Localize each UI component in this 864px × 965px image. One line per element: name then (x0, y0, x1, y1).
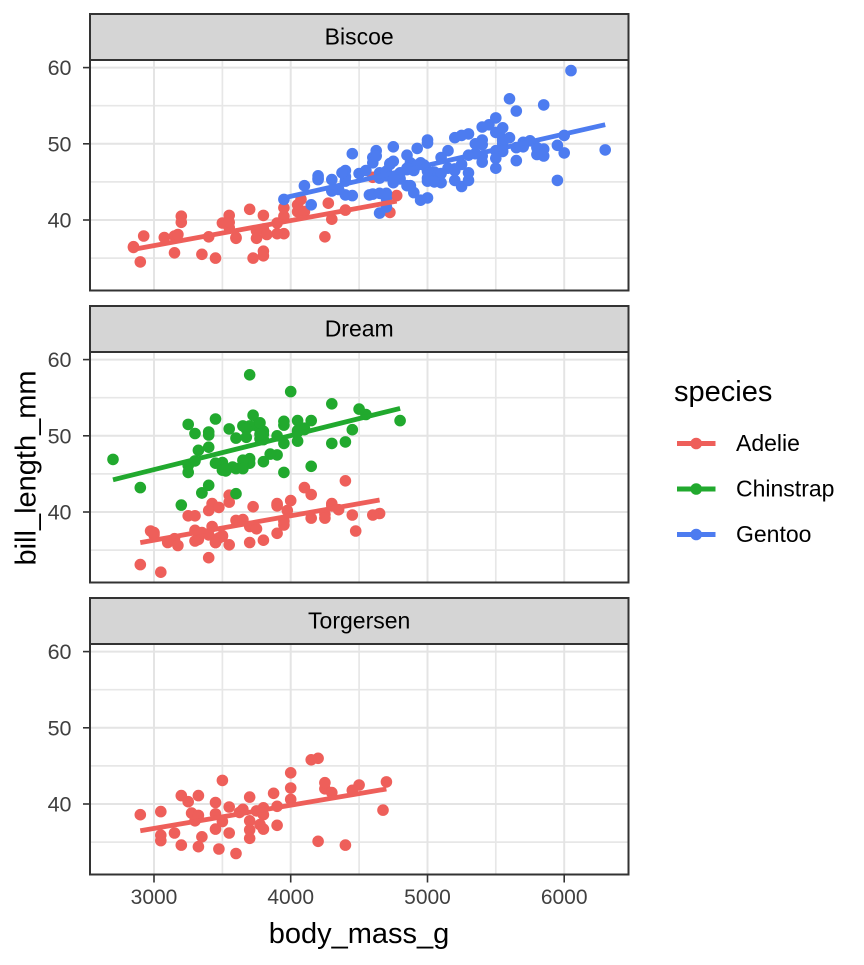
svg-text:Chinstrap: Chinstrap (736, 476, 834, 502)
svg-text:60: 60 (48, 56, 72, 80)
svg-text:40: 40 (48, 793, 72, 817)
svg-text:50: 50 (48, 132, 72, 156)
svg-text:Gentoo: Gentoo (736, 521, 811, 547)
svg-text:Dream: Dream (325, 316, 394, 342)
svg-text:bill_length_mm: bill_length_mm (11, 370, 43, 565)
svg-text:60: 60 (48, 348, 72, 372)
svg-text:5000: 5000 (404, 886, 451, 909)
svg-text:50: 50 (48, 716, 72, 740)
svg-text:body_mass_g: body_mass_g (269, 918, 450, 950)
svg-text:Adelie: Adelie (736, 430, 800, 456)
svg-text:60: 60 (48, 640, 72, 664)
svg-text:4000: 4000 (267, 886, 314, 909)
svg-text:3000: 3000 (131, 886, 178, 909)
svg-text:Torgersen: Torgersen (308, 608, 410, 634)
svg-text:species: species (674, 376, 772, 408)
svg-text:50: 50 (48, 424, 72, 448)
svg-text:Biscoe: Biscoe (325, 24, 394, 50)
svg-text:6000: 6000 (541, 886, 588, 909)
svg-text:40: 40 (48, 209, 72, 233)
svg-text:40: 40 (48, 501, 72, 525)
